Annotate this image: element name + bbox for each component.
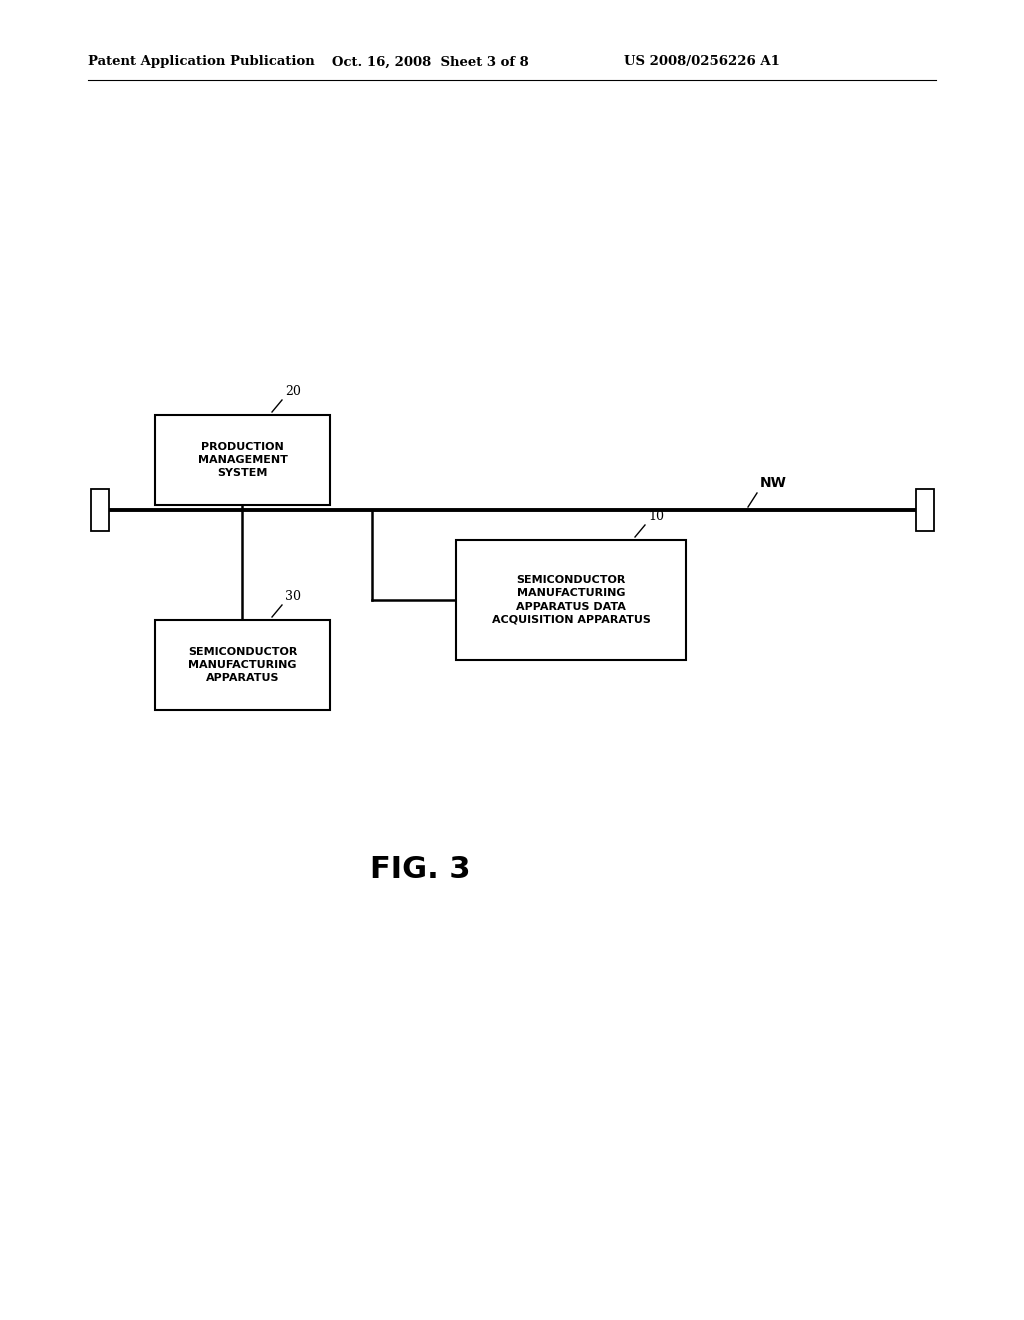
- Bar: [91, 488, 109, 531]
- Bar: [916, 488, 934, 531]
- Text: NW: NW: [760, 477, 786, 490]
- Text: SEMICONDUCTOR
MANUFACTURING
APPARATUS DATA
ACQUISITION APPARATUS: SEMICONDUCTOR MANUFACTURING APPARATUS DA…: [492, 576, 650, 624]
- Text: SEMICONDUCTOR
MANUFACTURING
APPARATUS: SEMICONDUCTOR MANUFACTURING APPARATUS: [187, 647, 297, 684]
- Text: Patent Application Publication: Patent Application Publication: [88, 55, 314, 69]
- Text: PRODUCTION
MANAGEMENT
SYSTEM: PRODUCTION MANAGEMENT SYSTEM: [198, 442, 288, 478]
- Text: 30: 30: [285, 590, 301, 603]
- Text: 10: 10: [648, 510, 664, 523]
- Text: Oct. 16, 2008  Sheet 3 of 8: Oct. 16, 2008 Sheet 3 of 8: [332, 55, 528, 69]
- Bar: [456, 540, 686, 660]
- Text: US 2008/0256226 A1: US 2008/0256226 A1: [624, 55, 780, 69]
- Text: 20: 20: [285, 385, 301, 399]
- Bar: [155, 414, 330, 506]
- Bar: [155, 620, 330, 710]
- Text: FIG. 3: FIG. 3: [370, 855, 470, 884]
